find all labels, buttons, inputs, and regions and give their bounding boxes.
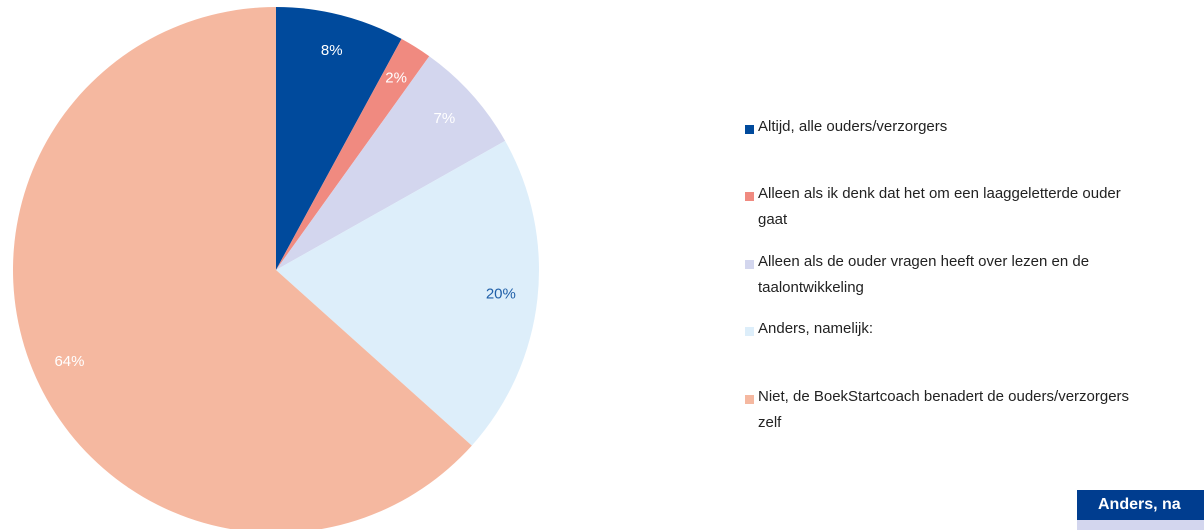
legend-label: Niet, de BoekStartcoach benadert de oude…	[758, 388, 1130, 431]
legend-label: Alleen als ik denk dat het om een laagge…	[758, 185, 1121, 228]
legend-swatch	[745, 327, 754, 336]
legend-item: Alleen als ik denk dat het om een laagge…	[745, 185, 1143, 233]
legend-swatch	[745, 192, 754, 201]
pie-slice	[276, 140, 539, 446]
legend-swatch	[745, 125, 754, 134]
legend-label: Alleen als de ouder vragen heeft over le…	[758, 253, 1090, 296]
legend-item: Niet, de BoekStartcoach benadert de oude…	[745, 388, 1143, 436]
pie-slice	[276, 7, 402, 270]
slice-label: 8%	[321, 42, 343, 59]
legend-label: Anders, namelijk:	[758, 320, 874, 337]
legend-item: Alleen als de ouder vragen heeft over le…	[745, 253, 1143, 301]
slice-label: 2%	[385, 69, 407, 86]
legend-item: Altijd, alle ouders/verzorgers	[745, 118, 1143, 140]
pie-slice	[13, 7, 472, 529]
legend-swatch	[745, 260, 754, 269]
legend-label: Altijd, alle ouders/verzorgers	[758, 118, 948, 135]
pie-slice	[276, 56, 506, 271]
legend-item: Anders, namelijk:	[745, 320, 1143, 342]
pie-slice	[276, 38, 430, 270]
slice-label: 64%	[54, 353, 84, 370]
slice-label: 7%	[434, 110, 456, 127]
panel-header: Anders, na	[1077, 490, 1204, 520]
pie-chart: 8% 2% 7% 20% 64%	[13, 7, 539, 529]
panel-row	[1077, 520, 1204, 530]
legend-swatch	[745, 395, 754, 404]
slice-label: 20%	[486, 286, 516, 303]
